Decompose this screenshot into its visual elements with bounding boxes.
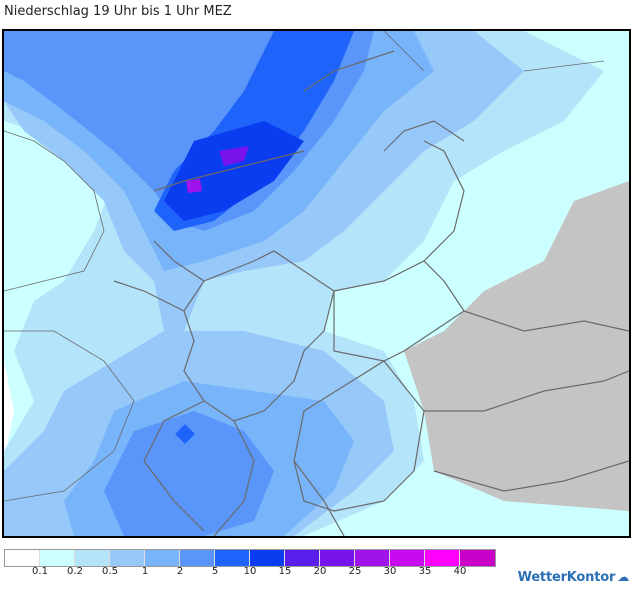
- legend-swatch: [215, 550, 250, 566]
- legend-swatch: [320, 550, 355, 566]
- legend-swatch: [180, 550, 215, 566]
- wetterkontor-logo[interactable]: WetterKontor ☁: [517, 570, 630, 585]
- legend-tick-label: 35: [418, 566, 432, 577]
- legend-swatch: [390, 550, 425, 566]
- legend-tick-label: 40: [453, 566, 467, 577]
- precipitation-legend-bar: [4, 549, 496, 567]
- legend-swatch: [425, 550, 460, 566]
- legend-tick-label: 25: [348, 566, 362, 577]
- legend-tick-label: 1: [141, 566, 149, 577]
- legend-tick-label: 2: [176, 566, 184, 577]
- precip-5-spot: [175, 424, 195, 444]
- legend-tick-label: 20: [313, 566, 327, 577]
- legend-tick-label: 10: [243, 566, 257, 577]
- legend-tick-label: 0.1: [32, 566, 48, 577]
- legend-swatch: [110, 550, 145, 566]
- legend-swatch: [5, 550, 40, 566]
- precipitation-map: [2, 29, 631, 538]
- country-borders: [113, 50, 629, 536]
- brand-name: WetterKontor: [517, 570, 616, 585]
- precip-25: [186, 179, 202, 193]
- legend-tick-label: 0.2: [67, 566, 83, 577]
- map-title: Niederschlag 19 Uhr bis 1 Uhr MEZ: [4, 4, 232, 19]
- legend-swatch: [40, 550, 75, 566]
- logo-icon: ☁: [617, 570, 629, 584]
- legend-swatch: [250, 550, 285, 566]
- legend-swatch: [145, 550, 180, 566]
- coastlines: [4, 31, 605, 502]
- precip-2-south: [104, 411, 274, 536]
- legend-swatch: [285, 550, 320, 566]
- legend-tick-label: 0.5: [102, 566, 118, 577]
- legend-swatch: [460, 550, 495, 566]
- legend-tick-label: 5: [211, 566, 219, 577]
- legend-swatch: [75, 550, 110, 566]
- precipitation-legend-labels: 0.1 0.2 0.5 1 2 5 10 15 20 25 30 35 40: [4, 566, 504, 580]
- legend-tick-label: 30: [383, 566, 397, 577]
- legend-tick-label: 15: [278, 566, 292, 577]
- precip-20: [219, 146, 249, 166]
- precip-10: [164, 121, 304, 221]
- legend-swatch: [355, 550, 390, 566]
